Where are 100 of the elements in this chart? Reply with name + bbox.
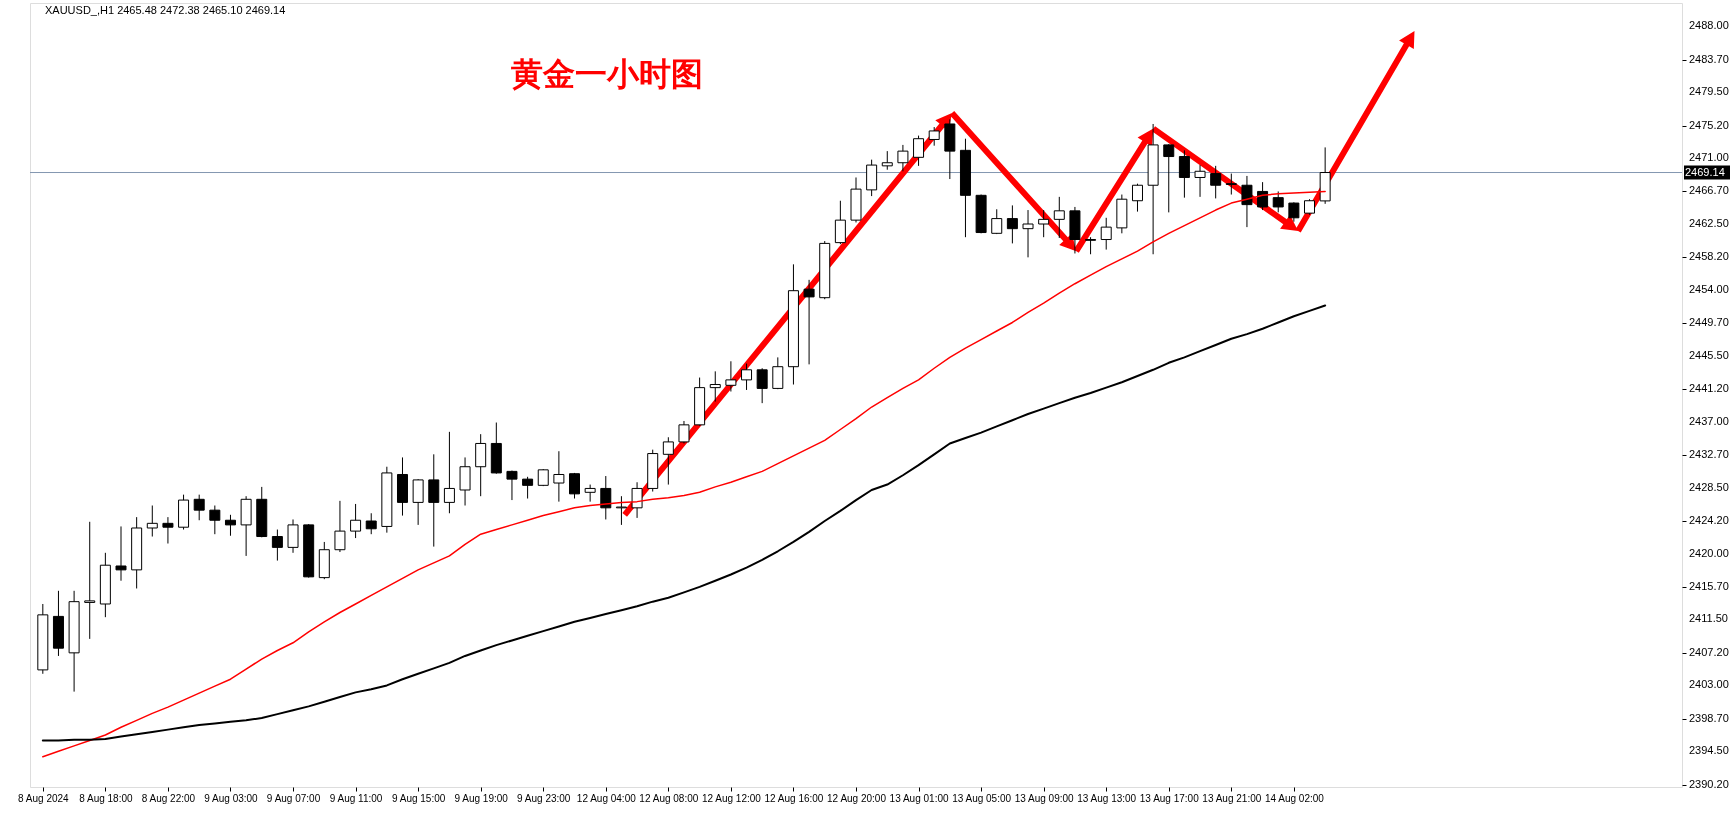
y-tick-label: 2398.70 [1689,711,1729,724]
candlestick [443,431,455,514]
y-tick-label: 2488.00 [1689,19,1729,32]
candlestick [475,433,487,497]
candlestick [506,470,518,501]
x-tick-label: 9 Aug 23:00 [517,792,571,804]
x-tick-label: 9 Aug 15:00 [391,792,446,804]
x-tick-label: 8 Aug 18:00 [79,792,133,804]
x-tick-label: 12 Aug 12:00 [701,792,762,804]
text: 黄金一小时图 [511,56,703,92]
x-tick-label: 9 Aug 07:00 [266,792,321,804]
candlestick [1053,196,1065,239]
x-tick-label: 13 Aug 21:00 [1202,792,1262,804]
candlestick [146,505,158,538]
candlestick [365,512,377,535]
candlestick [569,472,581,500]
candlestick [1131,183,1143,213]
annotation: XAUUSD_,H1 2465.48 2472.38 2465.10 2469.14 [45,4,286,16]
x-tick-label: 8 Aug 2024 [18,792,70,804]
y-tick-label: 2441.20 [1689,382,1729,395]
y-tick-label: 2462.50 [1689,217,1729,230]
candlestick [991,208,1003,235]
y-tick-label: 2420.00 [1689,546,1729,559]
y-tick-label: 2394.50 [1689,744,1729,757]
candlestick [1022,209,1034,258]
candlestick [1210,165,1222,199]
y-tick-label: 2466.70 [1689,184,1729,197]
x-tick-label: 13 Aug 05:00 [952,792,1012,804]
candlestick [600,475,612,520]
x-tick-label: 13 Aug 13:00 [1077,792,1137,804]
ref-line-label: 2469.14 [1685,165,1725,178]
candlestick [772,356,784,390]
candlestick [1038,209,1050,238]
candlestick [350,503,362,539]
candlestick [709,370,721,403]
x-tick-label: 12 Aug 04:00 [576,792,637,804]
candlestick [334,500,346,553]
candlestick [162,516,174,544]
x-tick-label: 12 Aug 16:00 [764,792,824,804]
y-tick-label: 2428.50 [1689,480,1729,493]
y-tick-label: 2454.00 [1689,282,1729,295]
x-tick-label: 12 Aug 08:00 [639,792,699,804]
y-tick-label: 2449.70 [1689,316,1729,329]
y-tick-label: 2475.20 [1689,118,1729,131]
candlestick [803,279,815,365]
candlestick [209,505,221,535]
candlestick [459,456,471,506]
x-tick-label: 8 Aug 22:00 [141,792,196,804]
candlestick [631,481,643,519]
candlestick [1006,204,1018,244]
candlestick [193,494,205,521]
candlestick [897,144,909,172]
candlestick [1272,190,1284,213]
y-tick-label: 2411.50 [1689,612,1728,625]
x-tick-label: 14 Aug 02:00 [1264,792,1325,804]
y-tick-label: 2415.70 [1689,579,1729,592]
candlestick [928,126,940,147]
x-tick-label: 12 Aug 20:00 [827,792,887,804]
line-series [41,304,1327,742]
candlestick [287,518,299,554]
candlestick [834,200,846,245]
candlestick [1257,181,1269,211]
candlestick [1178,149,1190,199]
candlestick [412,478,424,526]
candlestick [725,360,737,393]
x-tick-label: 13 Aug 17:00 [1139,792,1200,804]
candlestick [1288,201,1300,223]
candlestick [522,476,534,500]
candlestick [741,363,753,391]
candlestick [881,150,893,171]
y-tick-label: 2390.20 [1689,777,1729,790]
y-tick-label: 2437.00 [1689,414,1729,427]
y-tick-label: 2445.50 [1689,348,1729,361]
candlestick [224,514,236,537]
y-tick-label: 2483.70 [1689,52,1729,65]
candlestick [756,367,768,404]
candlestick [1163,143,1175,213]
candlestick [553,450,565,503]
y-tick-label: 2403.00 [1689,678,1729,691]
x-tick-label: 13 Aug 01:00 [889,792,949,804]
candlestick [913,135,925,167]
y-tick-label: 2479.50 [1689,85,1729,98]
candlestick [84,521,96,640]
y-tick-label: 2458.20 [1689,250,1729,263]
y-tick-label: 2424.20 [1689,514,1729,527]
candlestick [662,436,674,486]
candlestick [428,453,440,548]
candlestick [615,495,627,526]
x-tick-label: 13 Aug 09:00 [1014,792,1075,804]
x-tick-label: 9 Aug 03:00 [204,792,259,804]
candlestick [1225,173,1237,196]
x-tick-label: 9 Aug 11:00 [329,792,383,804]
x-tick-label: 9 Aug 19:00 [454,792,509,804]
y-tick-label: 2471.00 [1689,151,1729,164]
candlestick [1241,175,1253,228]
y-tick-label: 2407.20 [1689,645,1729,658]
candlestick [1194,164,1206,198]
candlestick [115,525,127,582]
candlestick [271,529,283,562]
y-tick-label: 2432.70 [1689,448,1729,461]
